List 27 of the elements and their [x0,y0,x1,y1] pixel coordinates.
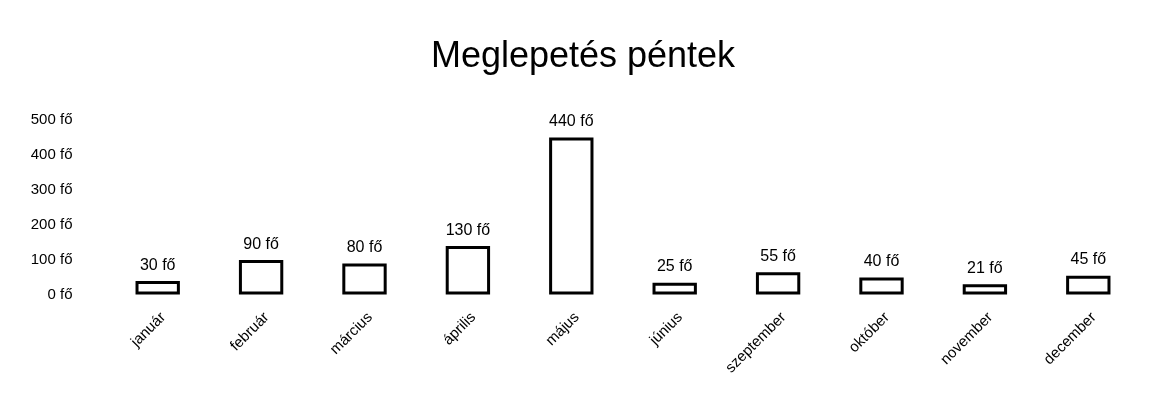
data-label: 80 fő [346,238,383,255]
bar [135,281,180,295]
y-tick-label: 0 fő [47,284,73,302]
data-label: 55 fő [760,246,796,264]
data-label: 25 fő [656,257,693,275]
bar [549,137,594,295]
data-label: 130 fő [445,220,491,238]
y-tick-label: 500 fő [30,109,73,127]
bar [652,282,697,295]
data-label: 90 fő [243,234,279,252]
y-tick-label: 300 fő [30,179,73,197]
y-tick-label: 400 fő [30,144,73,162]
data-label: 40 fő [863,252,900,269]
data-label: 30 fő [139,255,176,273]
bar [445,246,491,295]
data-label: 21 fő [967,258,1003,276]
bar [962,284,1008,295]
bar [859,277,904,295]
bar [755,272,801,295]
bar [342,263,387,295]
bar [1066,275,1111,295]
bar [238,260,284,295]
data-label: 440 fő [549,112,594,129]
data-label: 45 fő [1070,250,1107,268]
chart-title: Meglepetés péntek [430,34,737,75]
y-tick-label: 200 fő [30,214,73,232]
y-tick-label: 100 fő [30,249,73,267]
